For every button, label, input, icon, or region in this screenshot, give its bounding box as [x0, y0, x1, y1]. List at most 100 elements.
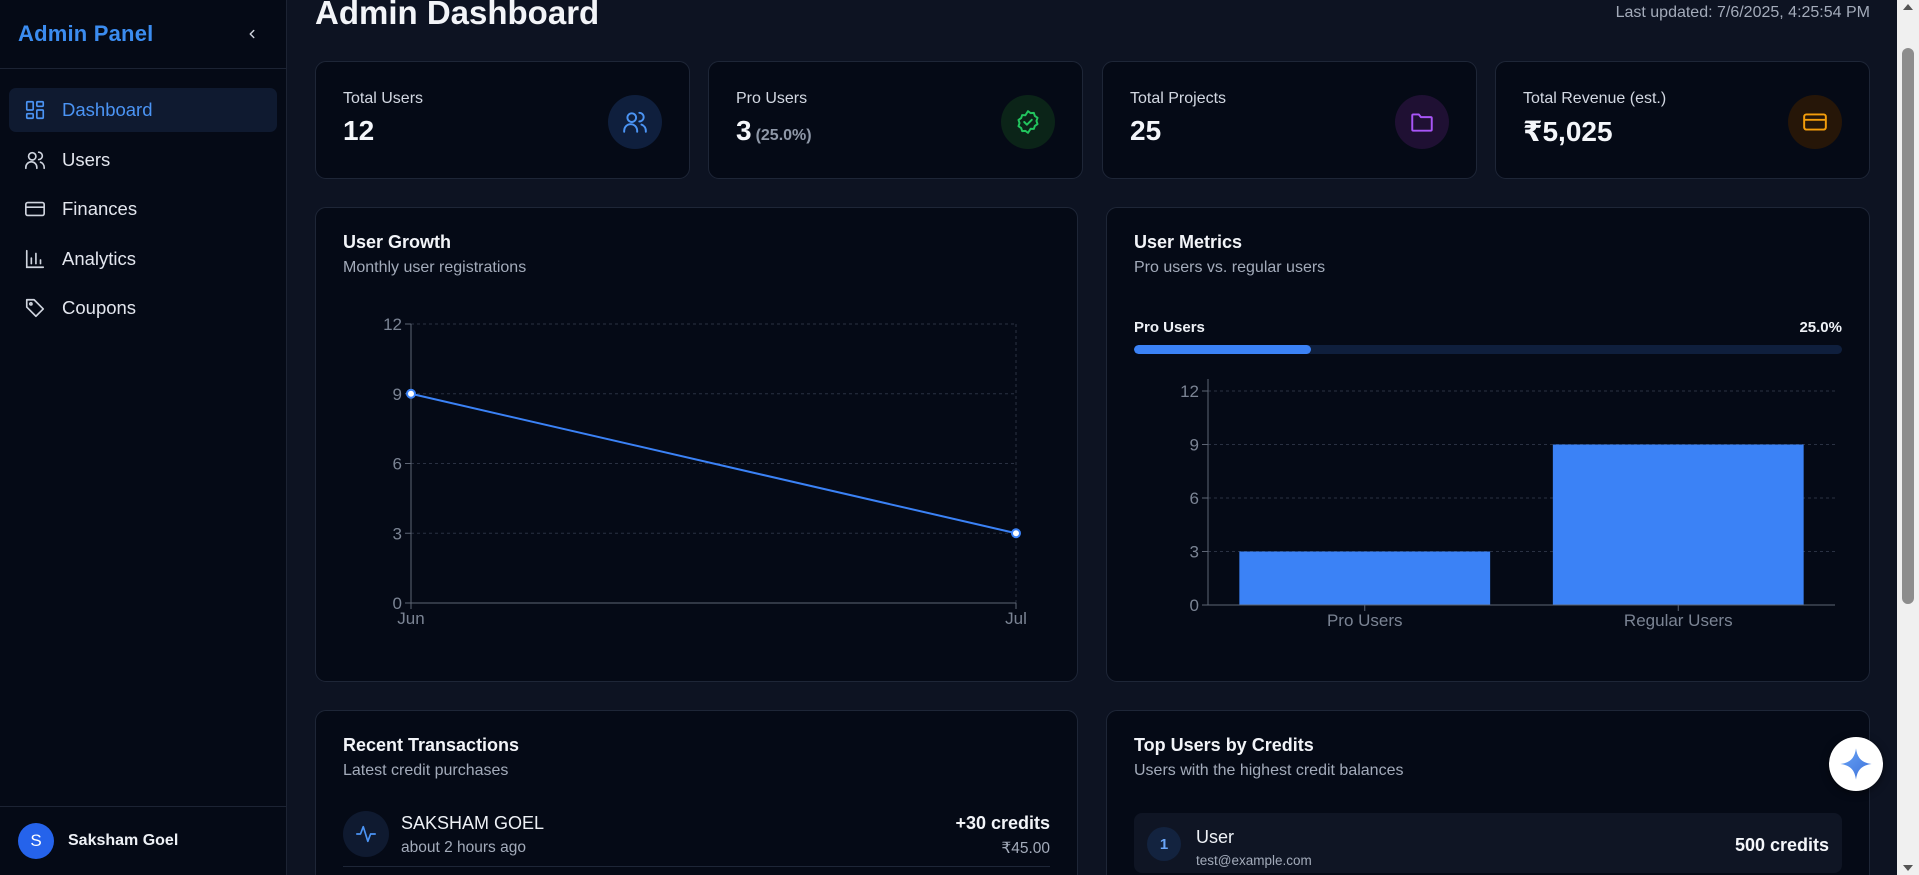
sidebar-item-finances[interactable]: Finances	[9, 187, 277, 231]
stat-value: 25	[1130, 115, 1162, 146]
stat-card-total-users: Total Users 12	[315, 61, 690, 179]
transaction-amount: ₹45.00	[1001, 840, 1050, 857]
tag-icon	[25, 298, 45, 318]
series-line	[410, 392, 1017, 535]
y-tick-label: 0	[393, 594, 402, 613]
bar-chart-icon	[25, 249, 45, 268]
scroll-down-arrow[interactable]	[1903, 865, 1913, 871]
main-content: Admin Dashboard Last updated: 7/6/2025, …	[287, 0, 1897, 875]
stat-label: Total Users	[343, 90, 424, 107]
assistant-fab-button[interactable]	[1829, 737, 1883, 791]
stat-card-total-projects: Total Projects 25	[1102, 61, 1477, 179]
credit-card-icon	[1803, 113, 1827, 131]
collapse-sidebar-button[interactable]	[240, 22, 264, 46]
x-tick-label: Pro Users	[1327, 611, 1403, 630]
recent-transactions-card: Recent Transactions Latest credit purcha…	[315, 710, 1078, 875]
user-profile[interactable]: S Saksham Goel	[0, 806, 287, 875]
stat-icon-wrap	[608, 95, 662, 149]
page-title: Admin Dashboard	[315, 0, 600, 31]
avatar: S	[18, 823, 54, 859]
transaction-credits: +30 credits	[955, 813, 1050, 833]
y-tick-label: 6	[1190, 489, 1199, 508]
folder-icon	[1411, 113, 1433, 132]
user-growth-chart: 0 3 6 9 12 Jun Jul	[383, 315, 1027, 628]
sidebar-item-label: Users	[62, 148, 111, 170]
pro-users-metric: Pro Users 25.0%	[1134, 319, 1842, 336]
data-point	[406, 388, 416, 399]
sidebar-item-label: Coupons	[62, 297, 137, 318]
card-subtitle: Users with the highest credit balances	[1134, 762, 1404, 779]
users-icon	[623, 111, 647, 133]
scroll-thumb[interactable]	[1902, 48, 1914, 604]
user-growth-card: User Growth Monthly user registrations 0…	[315, 207, 1078, 682]
chevron-left-icon	[249, 29, 255, 39]
y-tick-label: 3	[393, 524, 402, 543]
sparkle-icon	[1840, 748, 1872, 780]
data-point	[1011, 528, 1021, 539]
sidebar-header: Admin Panel	[0, 0, 286, 69]
top-user-row[interactable]: 1 User test@example.com 500 credits	[1134, 813, 1842, 873]
card-title: Recent Transactions	[343, 735, 520, 755]
dashboard-icon	[25, 100, 45, 120]
top-user-credits: 500 credits	[1734, 835, 1829, 855]
sidebar-item-users[interactable]: Users	[9, 138, 277, 182]
app-title: Admin Panel	[18, 21, 154, 46]
y-tick-label: 3	[1190, 543, 1199, 562]
sidebar-item-label: Dashboard	[62, 99, 153, 120]
sidebar-item-label: Finances	[62, 198, 138, 219]
metric-value: 25.0%	[1799, 319, 1842, 336]
stat-value: 3 (25.0%)	[736, 115, 812, 146]
y-tick-label: 12	[383, 315, 402, 334]
scroll-up-arrow[interactable]	[1903, 4, 1913, 10]
card-title: User Growth	[343, 232, 452, 252]
user-name: Saksham Goel	[68, 832, 179, 849]
last-updated: Last updated: 7/6/2025, 4:25:54 PM	[1615, 4, 1870, 21]
stat-label: Pro Users	[736, 90, 808, 107]
stat-label: Total Revenue (est.)	[1523, 90, 1667, 107]
stat-value: ₹5,025	[1523, 116, 1613, 147]
card-subtitle: Latest credit purchases	[343, 762, 509, 779]
transaction-row[interactable]: SAKSHAM GOEL about 2 hours ago +30 credi…	[343, 811, 1050, 867]
y-tick-label: 6	[393, 455, 402, 474]
stat-card-pro-users: Pro Users 3 (25.0%)	[708, 61, 1083, 179]
sidebar-item-label: Analytics	[62, 247, 137, 269]
metric-label: Pro Users	[1134, 319, 1205, 336]
sidebar-item-dashboard[interactable]: Dashboard	[9, 88, 277, 132]
user-metrics-chart: 0 3 6 9 12 Pro Users Regular Users	[1180, 379, 1835, 630]
badge-check-icon	[1017, 110, 1039, 134]
stat-value: 12	[343, 115, 375, 146]
stat-icon-wrap	[1001, 95, 1055, 149]
x-tick-label: Jun	[397, 609, 424, 628]
user-metrics-card: User Metrics Pro users vs. regular users…	[1106, 207, 1870, 682]
stat-label: Total Projects	[1130, 90, 1227, 107]
card-title: User Metrics	[1134, 232, 1243, 252]
sidebar: Admin Panel Dashboard Users Finances Ana…	[0, 0, 287, 875]
card-subtitle: Pro users vs. regular users	[1134, 259, 1326, 276]
stat-sub: (25.0%)	[755, 127, 812, 144]
users-icon	[25, 150, 45, 169]
top-user-email: test@example.com	[1196, 853, 1312, 868]
y-tick-label: 0	[1190, 596, 1199, 615]
card-title: Top Users by Credits	[1134, 735, 1314, 755]
progress-fill	[1134, 345, 1311, 354]
y-tick-label: 9	[393, 385, 402, 404]
card-subtitle: Monthly user registrations	[343, 259, 527, 276]
transaction-name: SAKSHAM GOEL	[401, 813, 545, 833]
bar	[1239, 551, 1491, 605]
credit-card-icon	[25, 201, 45, 217]
rank-badge: 1	[1147, 827, 1181, 861]
sidebar-nav: Dashboard Users Finances Analytics Coupo…	[0, 69, 286, 330]
x-tick-label: Regular Users	[1624, 611, 1733, 630]
stat-icon-wrap	[1395, 95, 1449, 149]
top-users-card: Top Users by Credits Users with the high…	[1106, 710, 1870, 875]
stat-icon-wrap	[1788, 95, 1842, 149]
y-tick-label: 12	[1180, 382, 1199, 401]
y-tick-label: 9	[1190, 436, 1199, 455]
top-user-name: User	[1196, 827, 1235, 847]
stat-card-total-revenue: Total Revenue (est.) ₹5,025	[1495, 61, 1870, 179]
sidebar-item-coupons[interactable]: Coupons	[9, 286, 277, 330]
page-scrollbar[interactable]	[1897, 0, 1919, 875]
sidebar-item-analytics[interactable]: Analytics	[9, 237, 277, 281]
transaction-time: about 2 hours ago	[401, 839, 526, 856]
bar	[1552, 444, 1804, 605]
